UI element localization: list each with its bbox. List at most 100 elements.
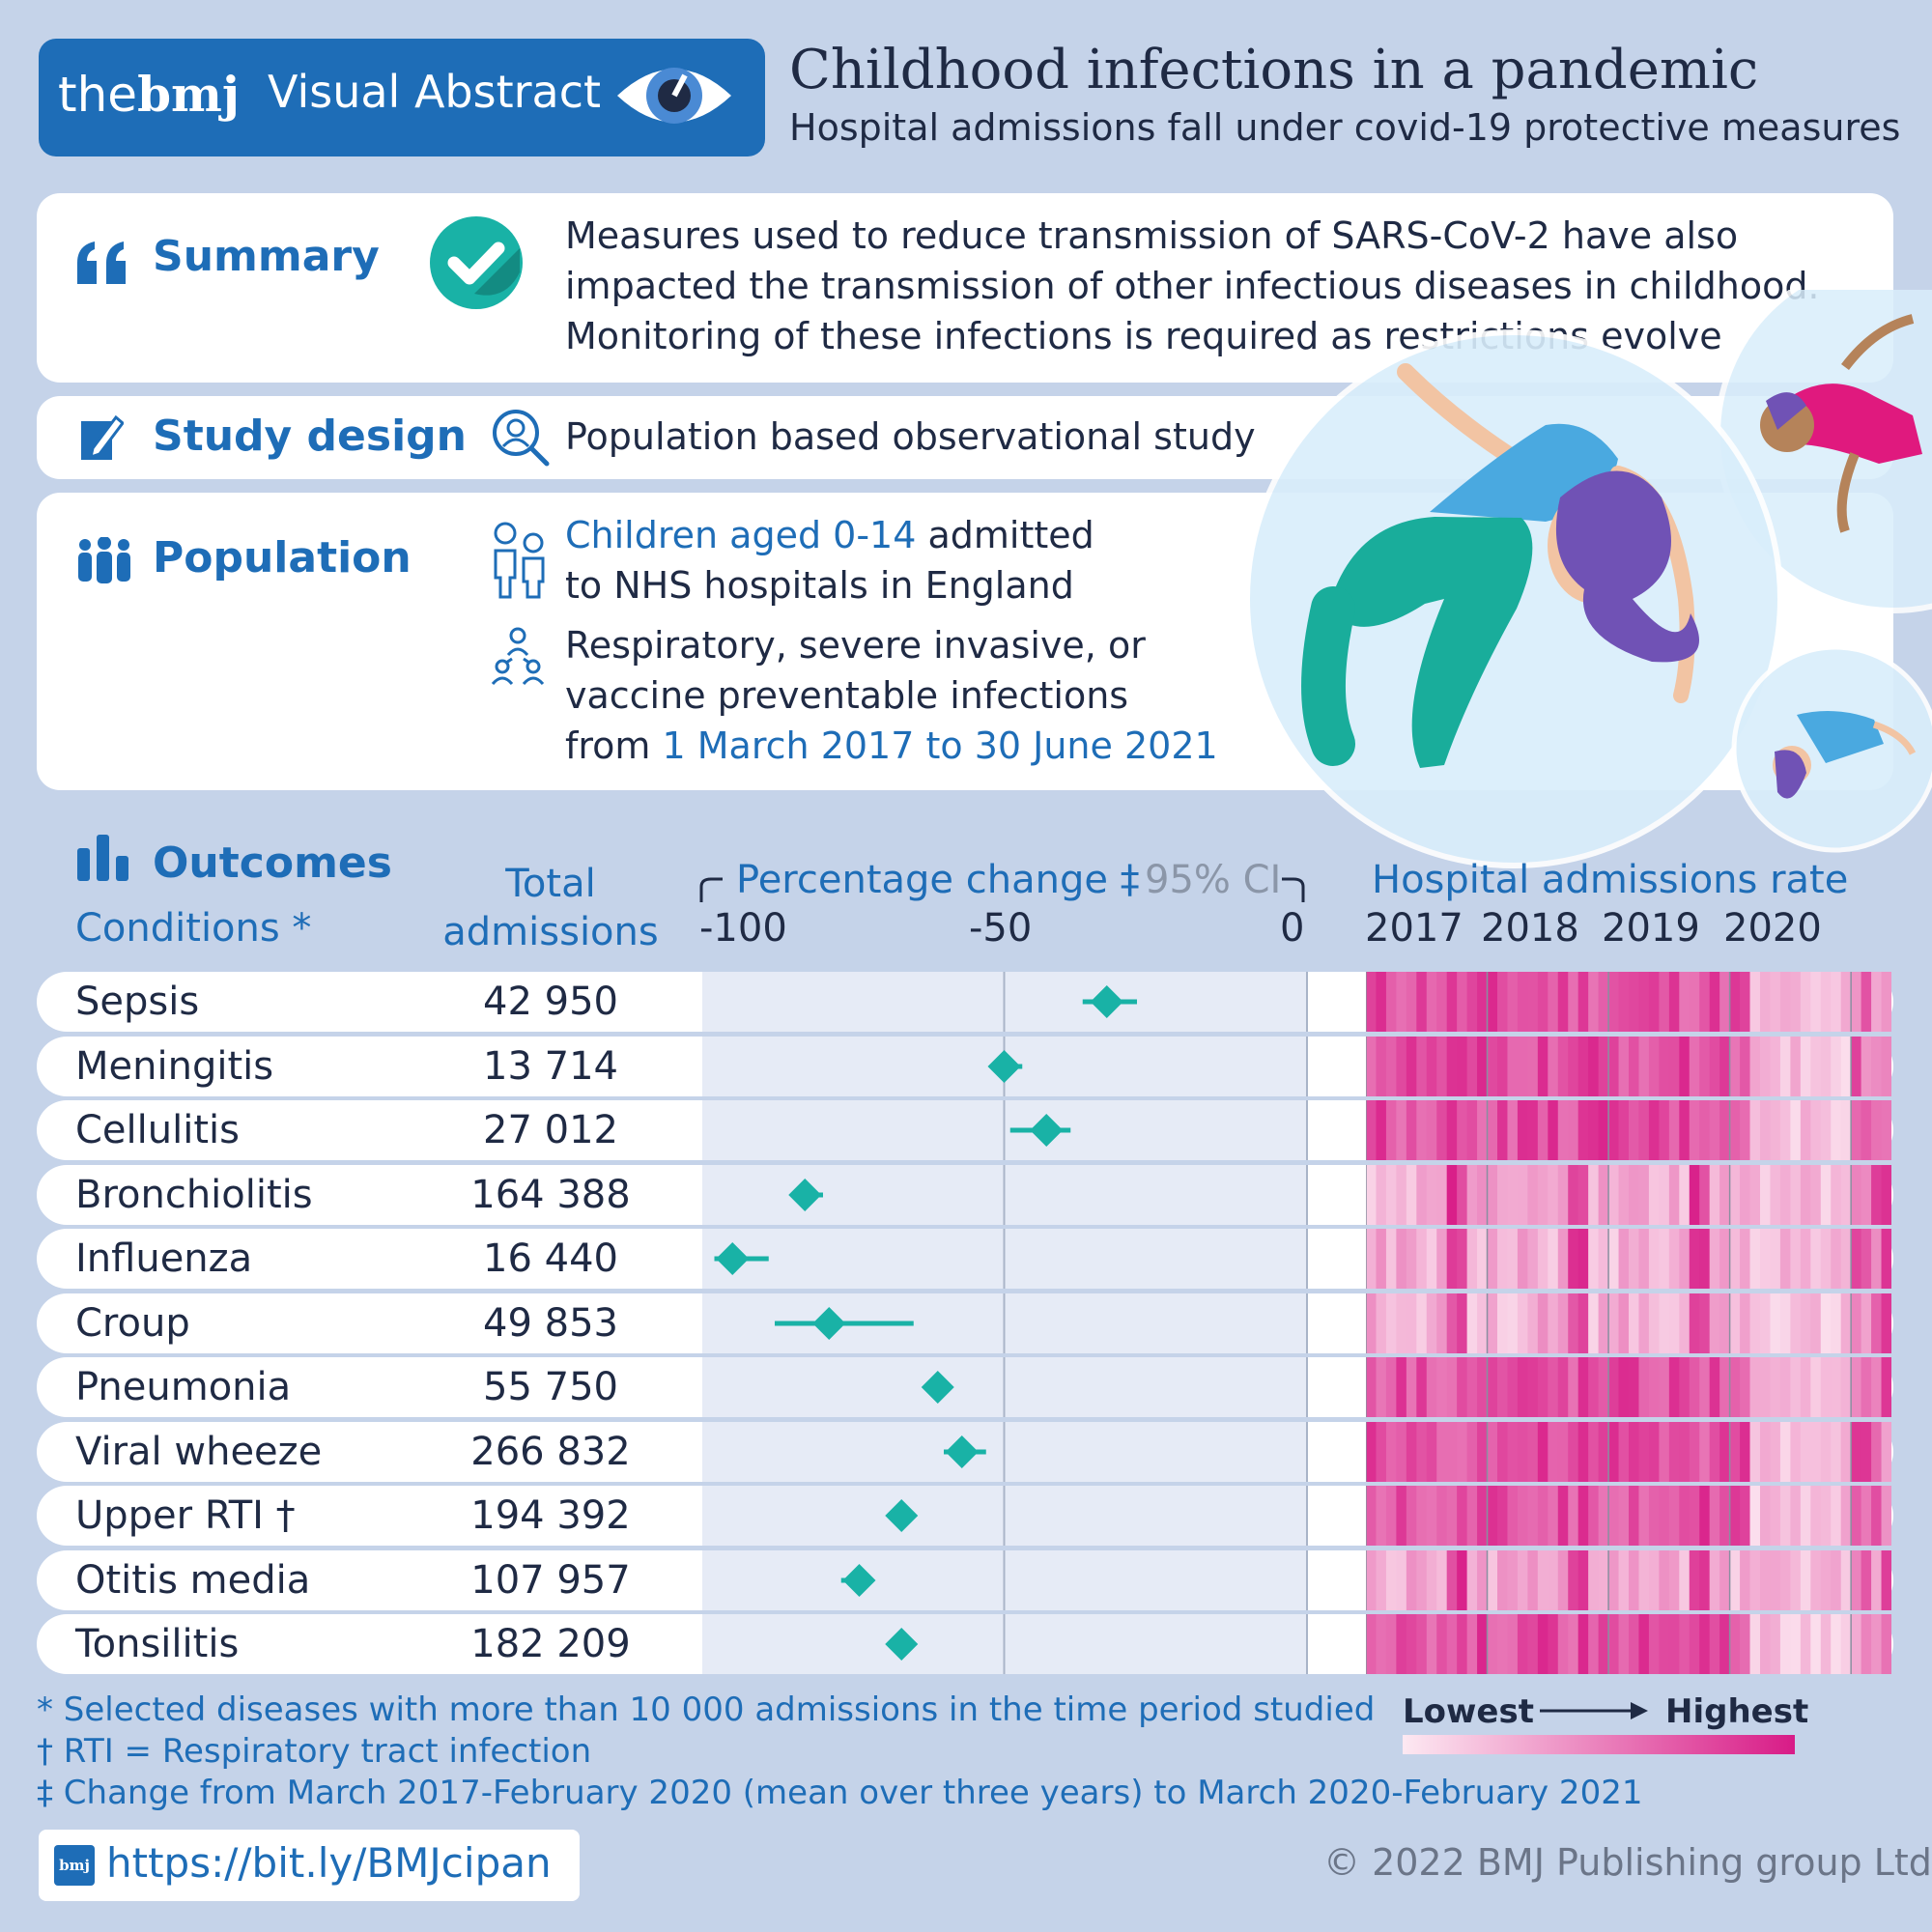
heatmap-cell	[1659, 1293, 1670, 1353]
heatmap-cell	[1527, 1229, 1539, 1289]
heatmap-cell	[1659, 1486, 1670, 1546]
visual-abstract-label: Visual Abstract	[268, 66, 602, 118]
heatmap-cell	[1871, 1100, 1883, 1160]
heatmap-cell	[1770, 1229, 1781, 1289]
heatmap-cell	[1709, 972, 1720, 1032]
heatmap-cell	[1760, 1100, 1772, 1160]
heatmap-cell	[1668, 1550, 1680, 1610]
heatmap-cell	[1820, 1486, 1832, 1546]
heatmap-cell	[1719, 1037, 1731, 1096]
heatmap-cell	[1588, 972, 1600, 1032]
study-link[interactable]: https://bit.ly/BMJcipan	[106, 1839, 552, 1887]
legend-lowest: Lowest	[1403, 1692, 1534, 1731]
heatmap-cell	[1557, 1229, 1569, 1289]
heatmap-cell	[1689, 1422, 1700, 1482]
heatmap-cell	[1457, 1037, 1468, 1096]
heatmap-cell	[1466, 1486, 1478, 1546]
heatmap-cell	[1588, 1614, 1600, 1674]
heatmap-cell	[1648, 1293, 1660, 1353]
heatmap-cell	[1659, 1614, 1670, 1674]
heatmap-cell	[1477, 1422, 1489, 1482]
heatmap-cell	[1396, 1486, 1407, 1546]
heatmap-cell	[1517, 1486, 1528, 1546]
heatmap-cell	[1820, 1293, 1832, 1353]
heatmap-cell	[1749, 1486, 1761, 1546]
heatmap-cell	[1749, 1165, 1761, 1225]
heatmap-cell	[1760, 1550, 1772, 1610]
heatmap-cell	[1719, 972, 1731, 1032]
heatmap-cell	[1779, 1357, 1791, 1417]
heatmap-cell	[1668, 1614, 1680, 1674]
heatmap-cell	[1487, 1293, 1498, 1353]
heatmap-cell	[1659, 1422, 1670, 1482]
heatmap-cell	[1881, 1229, 1891, 1289]
heatmap-cell	[1517, 1293, 1528, 1353]
condition-label: Meningitis	[75, 1044, 274, 1089]
heatmap-cell	[1810, 1100, 1822, 1160]
zero-line	[1306, 1229, 1308, 1289]
heatmap-cell	[1477, 972, 1489, 1032]
heatmap-cell	[1881, 1357, 1891, 1417]
heatmap-cell	[1466, 1229, 1478, 1289]
heatmap-cell	[1436, 1100, 1448, 1160]
heatmap-cell	[1699, 972, 1711, 1032]
conditions-header: Conditions *	[75, 906, 312, 951]
year-2020: 2020	[1723, 906, 1822, 951]
heatmap-cell	[1507, 1100, 1519, 1160]
heatmap-cell	[1568, 1037, 1579, 1096]
heatmap-cell	[1568, 1165, 1579, 1225]
heatmap-cell	[1376, 1100, 1387, 1160]
heatmap-cell	[1861, 1614, 1872, 1674]
heatmap-cell	[1385, 1229, 1397, 1289]
heatmap-cell	[1487, 1422, 1498, 1482]
tick-label-minus-100: -100	[699, 906, 787, 951]
heatmap-cell	[1366, 1100, 1378, 1160]
total-admissions-value: 16 440	[483, 1236, 618, 1281]
forest-plot-row	[885, 1614, 1006, 1674]
heatmap-cell	[1659, 1550, 1670, 1610]
heatmap-cell	[1618, 1293, 1630, 1353]
search-person-icon	[493, 410, 550, 467]
heatmap-cell	[1497, 1293, 1509, 1353]
heatmap-cell	[1740, 1100, 1751, 1160]
heatmap-cell	[1568, 1293, 1579, 1353]
heatmap-cell	[1577, 1100, 1589, 1160]
heatmap-cell	[1840, 1486, 1852, 1546]
heatmap-cell	[1629, 972, 1640, 1032]
link-box[interactable]	[39, 1830, 580, 1901]
heatmap-cell	[1366, 972, 1378, 1032]
heatmap-cell	[1770, 1550, 1781, 1610]
heatmap-cell	[1770, 1486, 1781, 1546]
heatmap-cell	[1861, 1293, 1872, 1353]
heatmap-cell	[1618, 1165, 1630, 1225]
heatmap-cell	[1638, 1550, 1650, 1610]
heatmap-cell	[1376, 1357, 1387, 1417]
heatmap-cell	[1608, 1100, 1620, 1160]
condition-label: Viral wheeze	[75, 1430, 323, 1474]
heatmap-cell	[1517, 1422, 1528, 1482]
heatmap-cell	[1598, 1165, 1609, 1225]
heatmap-cell	[1548, 972, 1559, 1032]
heatmap-cell	[1831, 1486, 1842, 1546]
heatmap-cell	[1557, 1165, 1569, 1225]
heatmap-cell	[1477, 1486, 1489, 1546]
heatmap-cell	[1851, 1422, 1862, 1482]
forest-plot-row	[788, 1165, 1006, 1225]
heatmap-cell	[1577, 1422, 1589, 1482]
heatmap-cell	[1426, 1100, 1437, 1160]
heatmap-cell	[1648, 1357, 1660, 1417]
heatmap-cell	[1548, 1293, 1559, 1353]
heatmap-cell	[1527, 1293, 1539, 1353]
heatmap-cell	[1629, 1614, 1640, 1674]
heatmap-cell	[1457, 1293, 1468, 1353]
heatmap-cell	[1749, 1614, 1761, 1674]
heatmap-cell	[1366, 1357, 1378, 1417]
heatmap-cell	[1548, 1486, 1559, 1546]
heatmap-cell	[1396, 1165, 1407, 1225]
heatmap-cell	[1719, 1165, 1731, 1225]
heatmap-cell	[1436, 1293, 1448, 1353]
heatmap-cell	[1406, 1486, 1417, 1546]
admissions-rate-header: Hospital admissions rate	[1372, 858, 1849, 902]
heatmap-cell	[1638, 1229, 1650, 1289]
heatmap-cell	[1729, 1229, 1741, 1289]
